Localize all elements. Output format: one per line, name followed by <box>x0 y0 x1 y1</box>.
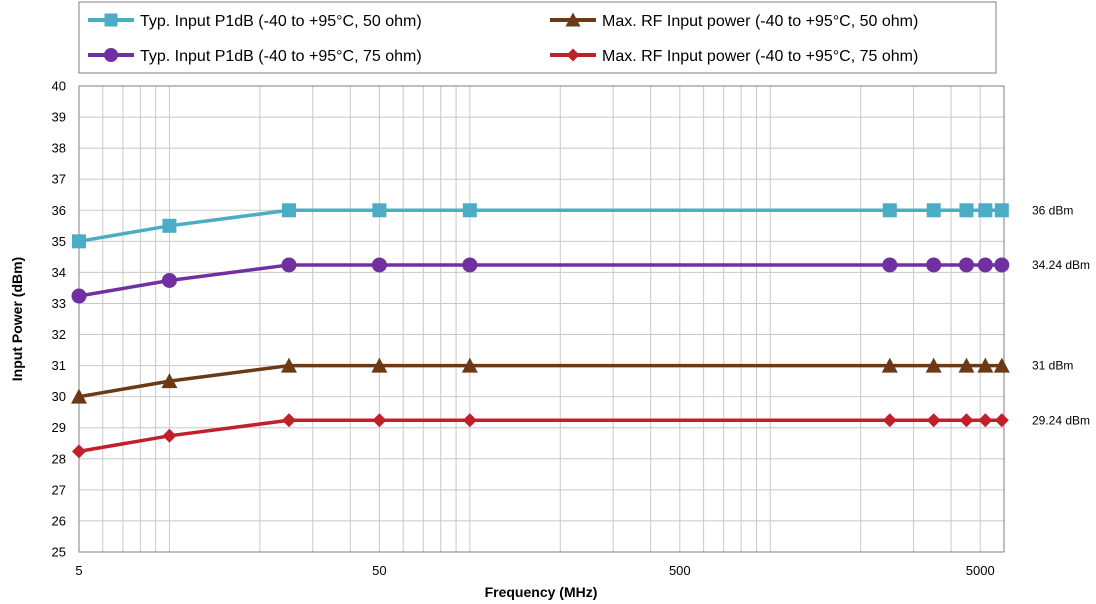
x-axis-ticks: 5 50 500 5000 <box>75 563 994 578</box>
series-line <box>78 263 1002 298</box>
y-tick-label: 25 <box>52 545 66 560</box>
grid <box>79 86 1004 552</box>
data-point <box>565 12 581 27</box>
data-point <box>958 257 974 273</box>
data-point <box>994 413 1009 428</box>
end-value-label: 29.24 dBm <box>1032 413 1090 427</box>
end-value-label: 31 dBm <box>1032 359 1073 373</box>
data-point <box>72 444 86 459</box>
end-value-label: 34.24 dBm <box>1032 258 1090 272</box>
legend-label: Typ. Input P1dB (-40 to +95°C, 50 ohm) <box>140 13 422 30</box>
series-2 <box>71 257 1010 304</box>
legend-item-3: Max. RF Input power (-40 to +95°C, 50 oh… <box>550 12 918 30</box>
data-point <box>161 272 177 288</box>
data-point <box>371 257 387 273</box>
legend-label: Max. RF Input power (-40 to +95°C, 75 oh… <box>602 48 918 65</box>
series-1 <box>72 203 1009 249</box>
data-point <box>71 288 87 304</box>
legend-label: Typ. Input P1dB (-40 to +95°C, 75 ohm) <box>140 48 422 65</box>
y-tick-label: 34 <box>52 265 66 280</box>
data-point <box>882 203 897 218</box>
data-point <box>978 203 993 218</box>
data-point <box>926 413 941 428</box>
legend-box <box>78 1 997 74</box>
data-point <box>926 257 942 273</box>
y-axis-title: Input Power (dBm) <box>9 257 25 381</box>
data-point <box>462 203 477 218</box>
data-point <box>371 357 388 373</box>
legend-item-1: Typ. Input P1dB (-40 to +95°C, 50 ohm) <box>88 13 422 30</box>
series-line <box>78 208 1002 244</box>
data-point <box>372 203 387 218</box>
series-line <box>78 418 1002 454</box>
data-point <box>462 413 477 428</box>
data-point <box>978 413 993 428</box>
data-point <box>162 428 177 443</box>
data-point <box>993 357 1010 373</box>
data-point <box>566 48 580 62</box>
x-tick-label: 5000 <box>966 563 995 578</box>
y-tick-label: 38 <box>52 141 66 156</box>
legend-label: Max. RF Input power (-40 to +95°C, 50 oh… <box>602 13 918 30</box>
series-3 <box>71 357 1010 404</box>
x-tick-label: 5 <box>75 563 82 578</box>
data-point <box>280 357 297 373</box>
y-tick-label: 27 <box>52 482 66 497</box>
data-point <box>977 257 993 273</box>
data-point <box>281 203 296 218</box>
y-tick-label: 28 <box>52 451 66 466</box>
data-point <box>926 203 941 218</box>
data-point <box>162 218 177 233</box>
y-tick-label: 37 <box>52 172 66 187</box>
data-point <box>281 413 296 428</box>
y-tick-label: 26 <box>52 513 66 528</box>
series-group <box>71 203 1010 459</box>
series-line <box>78 363 1002 399</box>
data-point <box>959 203 974 218</box>
y-tick-label: 32 <box>52 327 66 342</box>
legend: Typ. Input P1dB (-40 to +95°C, 50 ohm) Ty… <box>78 1 997 74</box>
data-point <box>977 357 994 373</box>
x-axis-title: Frequency (MHz) <box>485 584 598 600</box>
data-point <box>104 13 118 27</box>
y-tick-label: 33 <box>52 296 66 311</box>
plot-area-border <box>78 85 1005 553</box>
legend-item-2: Typ. Input P1dB (-40 to +95°C, 75 ohm) <box>88 48 422 65</box>
y-tick-label: 35 <box>52 234 66 249</box>
data-point <box>994 257 1010 273</box>
data-point <box>882 257 898 273</box>
data-point <box>958 357 975 373</box>
end-labels: 36 dBm 34.24 dBm 31 dBm 29.24 dBm <box>1032 203 1090 427</box>
data-point <box>104 48 118 62</box>
y-tick-label: 31 <box>52 358 66 373</box>
data-point <box>71 388 87 404</box>
legend-item-4: Max. RF Input power (-40 to +95°C, 75 oh… <box>550 48 918 65</box>
data-point <box>281 257 297 273</box>
y-tick-label: 30 <box>52 389 66 404</box>
y-tick-label: 29 <box>52 420 66 435</box>
data-point <box>461 357 478 373</box>
series-4 <box>72 413 1009 459</box>
data-point <box>994 203 1009 218</box>
data-point <box>959 413 974 428</box>
data-point <box>161 373 178 389</box>
data-point <box>881 357 898 373</box>
y-tick-label: 39 <box>52 110 66 125</box>
data-point <box>925 357 942 373</box>
end-value-label: 36 dBm <box>1032 203 1073 217</box>
x-tick-label: 50 <box>372 563 386 578</box>
data-point <box>72 234 86 249</box>
data-point <box>462 257 478 273</box>
x-tick-label: 500 <box>669 563 691 578</box>
y-tick-label: 40 <box>52 79 66 94</box>
y-axis-ticks: 25 26 27 28 29 30 31 32 33 34 35 36 37 38 39 40 <box>52 79 66 560</box>
data-point <box>372 413 387 428</box>
y-tick-label: 36 <box>52 203 66 218</box>
data-point <box>882 413 897 428</box>
